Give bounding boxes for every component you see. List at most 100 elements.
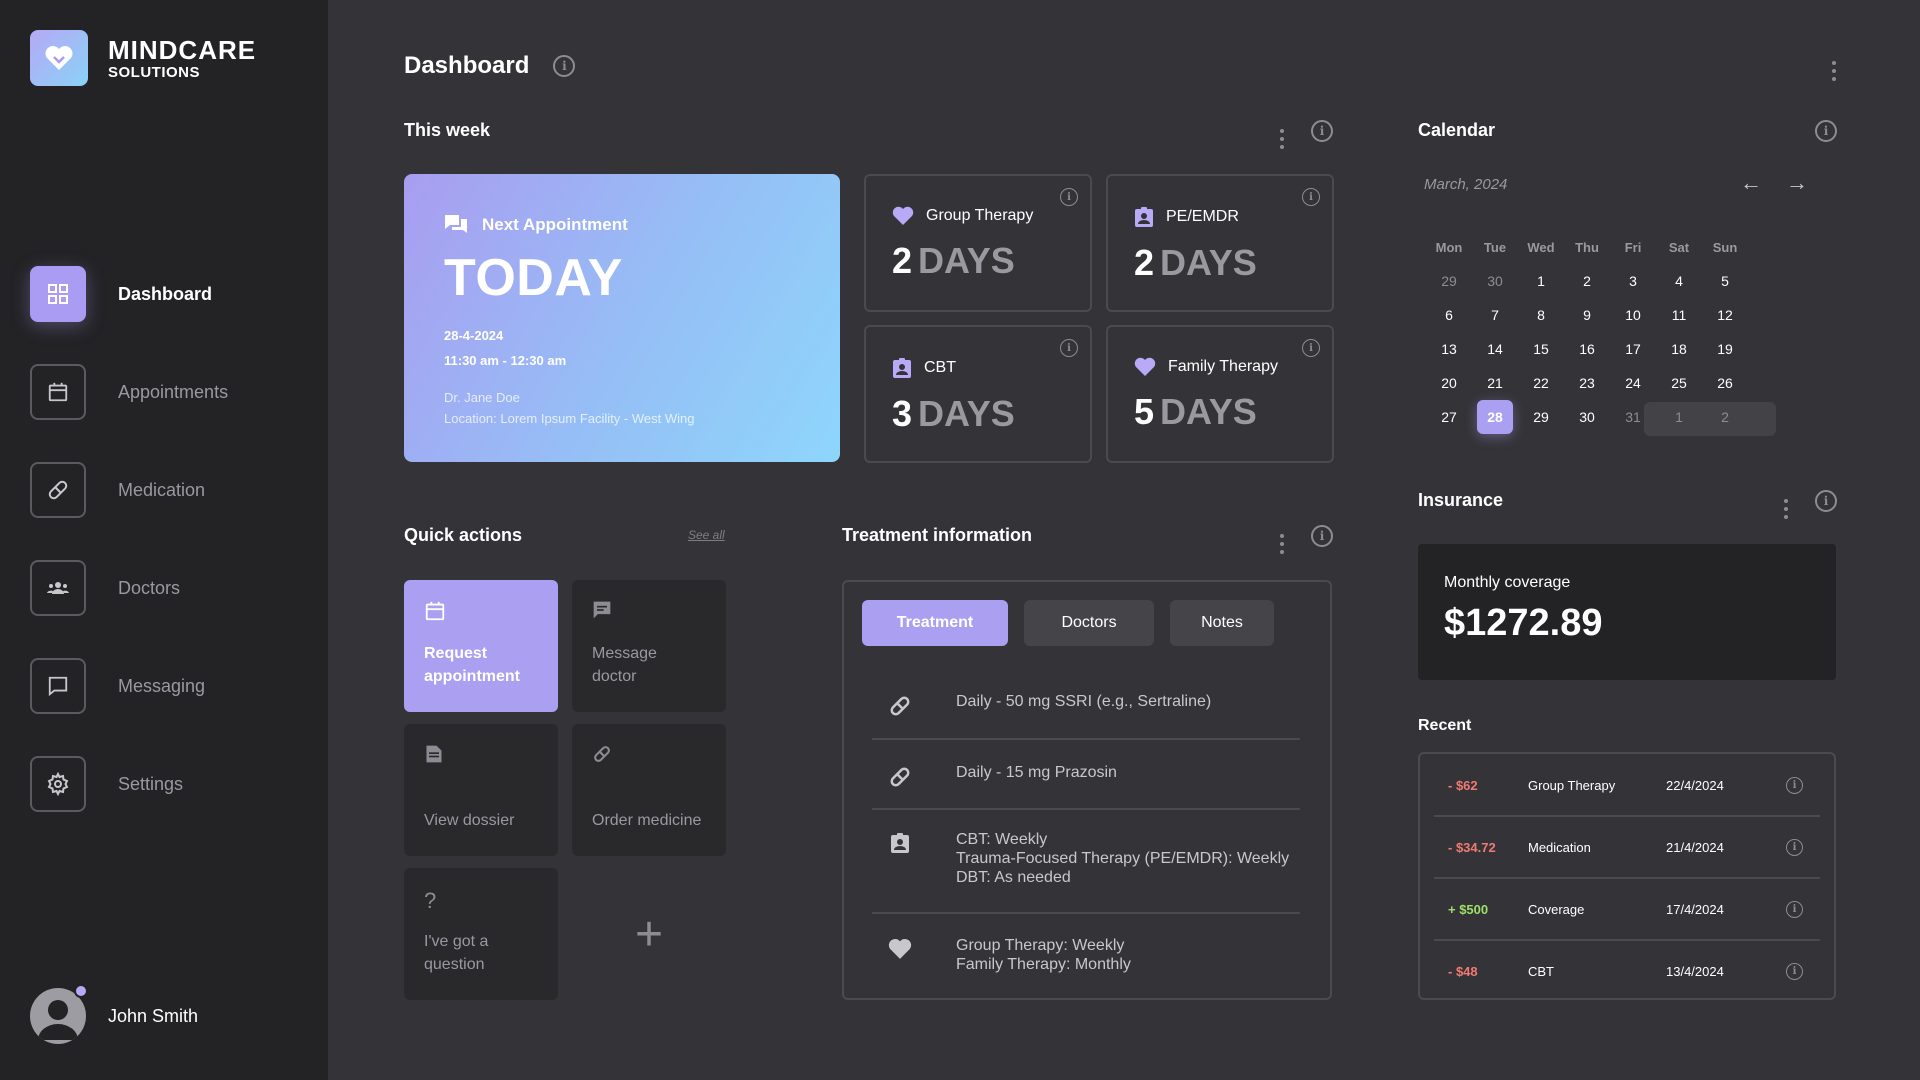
sidebar-item-doctors[interactable]: Doctors	[30, 560, 228, 616]
calendar-day[interactable]: 24	[1625, 375, 1641, 391]
calendar-day[interactable]: 6	[1445, 307, 1453, 323]
calendar-day[interactable]: 2	[1721, 409, 1729, 425]
transaction-amount: + $500	[1448, 901, 1489, 917]
calendar-day[interactable]: 9	[1583, 307, 1591, 323]
calendar-day[interactable]: 21	[1487, 375, 1503, 391]
sidebar-nav: Dashboard Appointments Medication Doctor…	[30, 266, 228, 854]
arrow-right-icon[interactable]: →	[1786, 170, 1808, 195]
see-all-link[interactable]: See all	[688, 528, 725, 542]
calendar-day[interactable]: 30	[1579, 409, 1595, 425]
sidebar-item-appointments[interactable]: Appointments	[30, 364, 228, 420]
request-appointment-button[interactable]: Request appointment	[404, 580, 558, 712]
calendar-week: 13 14 15 16 17 18 19	[1426, 332, 1748, 366]
calendar-day[interactable]: 4	[1675, 273, 1683, 289]
info-icon[interactable]: i	[1786, 962, 1803, 980]
logo[interactable]: MINDCARE SOLUTIONS	[30, 30, 256, 86]
calendar-day[interactable]: 2	[1583, 273, 1591, 289]
tab-doctors[interactable]: Doctors	[1024, 600, 1154, 646]
calendar-day[interactable]: 20	[1441, 375, 1457, 391]
calendar-day[interactable]: 12	[1717, 307, 1733, 323]
kebab-menu-icon	[1831, 61, 1837, 81]
therapy-card-pe-emdr[interactable]: i PE/EMDR 2 DAYS	[1106, 174, 1334, 312]
calendar-day-selected[interactable]: 28	[1472, 400, 1518, 434]
transaction-row[interactable]: + $500 Coverage 17/4/2024 i	[1434, 878, 1820, 940]
treatment-info-button[interactable]: i	[1311, 525, 1333, 547]
next-month-days-highlight	[1644, 402, 1776, 436]
calendar-info-button[interactable]: i	[1815, 120, 1837, 142]
calendar-day[interactable]: 5	[1721, 273, 1729, 289]
calendar-day[interactable]: 22	[1533, 375, 1549, 391]
add-quick-action-button[interactable]: +	[572, 868, 726, 1000]
therapy-card-family-therapy[interactable]: i Family Therapy 5 DAYS	[1106, 325, 1334, 463]
info-icon[interactable]: i	[1302, 339, 1320, 357]
calendar-day[interactable]: 27	[1441, 409, 1457, 425]
transaction-row[interactable]: - $62 Group Therapy 22/4/2024 i	[1434, 754, 1820, 816]
next-appointment-day: TODAY	[444, 249, 623, 307]
info-icon[interactable]: i	[1302, 188, 1320, 206]
info-icon[interactable]: i	[1786, 838, 1803, 856]
transaction-date: 22/4/2024	[1666, 777, 1724, 793]
grid-icon	[30, 266, 86, 322]
info-icon[interactable]: i	[1060, 188, 1078, 206]
calendar-day[interactable]: 26	[1717, 375, 1733, 391]
insurance-title: Insurance	[1418, 490, 1504, 510]
calendar-day[interactable]: 18	[1671, 341, 1687, 357]
transaction-row[interactable]: - $34.72 Medication 21/4/2024 i	[1434, 816, 1820, 878]
calendar-day[interactable]: 7	[1491, 307, 1499, 323]
calendar-day[interactable]: 3	[1629, 273, 1637, 289]
people-icon	[30, 560, 86, 616]
calendar-day[interactable]: 23	[1579, 375, 1595, 391]
calendar-day[interactable]: 1	[1675, 409, 1683, 425]
info-icon[interactable]: i	[553, 55, 576, 77]
treatment-title: Treatment information	[842, 525, 1033, 545]
this-week-menu-button[interactable]	[1279, 120, 1285, 149]
tab-treatment[interactable]: Treatment	[862, 600, 1008, 646]
therapy-card-group-therapy[interactable]: i Group Therapy 2 DAYS	[864, 174, 1092, 312]
treatment-menu-button[interactable]	[1279, 525, 1285, 554]
sidebar-item-settings[interactable]: Settings	[30, 756, 228, 812]
calendar-day[interactable]: 29	[1441, 273, 1457, 289]
calendar-day[interactable]: 1	[1537, 273, 1545, 289]
sidebar-item-medication[interactable]: Medication	[30, 462, 228, 518]
calendar-day[interactable]: 15	[1533, 341, 1549, 357]
calendar-day[interactable]: 8	[1537, 307, 1545, 323]
calendar-day[interactable]: 16	[1579, 341, 1595, 357]
document-icon	[424, 745, 444, 768]
sidebar-item-dashboard[interactable]: Dashboard	[30, 266, 228, 322]
calendar-day[interactable]: 29	[1533, 409, 1549, 425]
calendar-day[interactable]: 17	[1625, 341, 1641, 357]
info-icon[interactable]: i	[1786, 776, 1803, 794]
arrow-left-icon[interactable]: ←	[1740, 170, 1762, 195]
insurance-info-button[interactable]: i	[1815, 490, 1837, 512]
calendar-day[interactable]: 10	[1625, 307, 1641, 323]
calendar-day[interactable]: 31	[1625, 409, 1641, 425]
calendar-day[interactable]: 13	[1441, 341, 1457, 357]
sidebar-item-messaging[interactable]: Messaging	[30, 658, 228, 714]
page-menu-button[interactable]	[1831, 52, 1837, 81]
this-week-info-button[interactable]: i	[1311, 120, 1333, 142]
page-title: Dashboard	[404, 52, 530, 79]
calendar-day[interactable]: 14	[1487, 341, 1503, 357]
quick-action-label: Message doctor	[592, 645, 657, 685]
order-medicine-button[interactable]: Order medicine	[572, 724, 726, 856]
calendar-day[interactable]: 25	[1671, 375, 1687, 391]
info-icon[interactable]: i	[1786, 900, 1803, 918]
user-profile[interactable]: John Smith	[30, 984, 198, 1044]
calendar-day[interactable]: 30	[1487, 273, 1503, 289]
calendar-month: March, 2024	[1424, 176, 1508, 193]
tab-notes[interactable]: Notes	[1170, 600, 1274, 646]
question-button[interactable]: ? I've got a question	[404, 868, 558, 1000]
info-icon[interactable]: i	[1060, 339, 1078, 357]
heart-logo-icon	[30, 30, 88, 86]
next-appointment-card[interactable]: Next Appointment TODAY 28-4-2024 11:30 a…	[404, 174, 840, 462]
therapy-card-cbt[interactable]: i CBT 3 DAYS	[864, 325, 1092, 463]
insurance-menu-button[interactable]	[1783, 490, 1789, 519]
message-doctor-button[interactable]: Message doctor	[572, 580, 726, 712]
sidebar-item-label: Appointments	[118, 381, 229, 402]
calendar-day[interactable]: 19	[1717, 341, 1733, 357]
calendar-day[interactable]: 11	[1671, 307, 1687, 323]
calendar-week: 29 30 1 2 3 4 5	[1426, 264, 1748, 298]
therapy-card-name: CBT	[924, 359, 956, 376]
transaction-row[interactable]: - $48 CBT 13/4/2024 i	[1434, 940, 1820, 1002]
view-dossier-button[interactable]: View dossier	[404, 724, 558, 856]
